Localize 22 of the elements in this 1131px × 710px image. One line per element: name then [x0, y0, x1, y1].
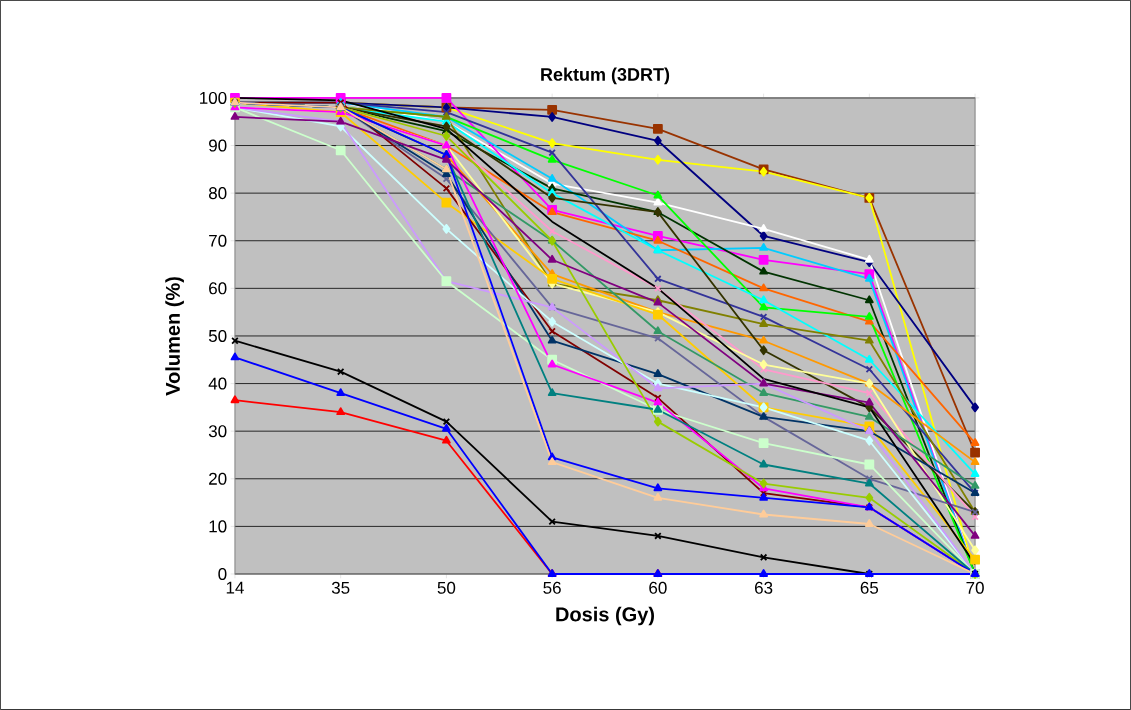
x-tick-label: 63	[755, 581, 773, 594]
y-tick-label: 50	[208, 329, 227, 343]
y-tick-label: 60	[209, 282, 227, 295]
y-tick-label: 40	[208, 377, 227, 390]
y-tick-label: 100	[200, 91, 227, 104]
x-tick-label: 65	[860, 581, 879, 594]
x-axis-title: Dosis (Gy)	[556, 606, 655, 626]
y-tick-label: 90	[209, 139, 227, 152]
x-tick-label: 70	[966, 581, 984, 594]
y-tick-label: 70	[209, 234, 227, 247]
y-tick-label: 80	[208, 187, 227, 200]
y-tick-label: 0	[218, 568, 227, 581]
chart-title: Rektum (3DRT)	[541, 67, 670, 85]
y-axis-title: Volumen (%)	[165, 277, 184, 396]
x-tick-label: 14	[226, 581, 244, 594]
y-tick-label: 10	[209, 520, 227, 533]
x-tick-label: 60	[649, 581, 667, 594]
x-tick-label: 56	[543, 581, 561, 594]
y-tick-label: 20	[209, 472, 227, 485]
x-tick-label: 35	[331, 581, 350, 594]
x-tick-label: 50	[437, 581, 456, 594]
y-tick-label: 30	[208, 425, 227, 438]
